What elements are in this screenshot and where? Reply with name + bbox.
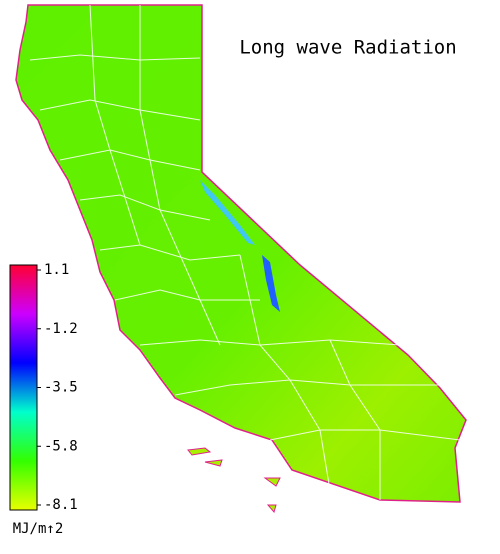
map-title: Long wave Radiation [239,37,456,59]
colorbar-tick-label: -1.2 [44,321,78,337]
county-lines [29,4,461,500]
owens-valley [262,255,280,312]
state-outline [15,4,467,503]
colorbar-tick-label: -5.8 [44,438,78,454]
colorbar-tick-label: 1.1 [44,262,69,278]
high-values [200,180,280,312]
sierra-strip [200,180,255,245]
colorbar-ramp [9,264,38,511]
california-map [15,4,467,514]
islands [187,447,281,514]
colorbar-tick-label: -3.5 [44,380,78,396]
colorbar-tick-label: -8.1 [44,497,78,513]
colorbar: MJ/m↑2 1.1 -1.2 -3.5 -5.8 -8.1 [9,262,78,537]
colorbar-unit: MJ/m↑2 [13,521,64,537]
